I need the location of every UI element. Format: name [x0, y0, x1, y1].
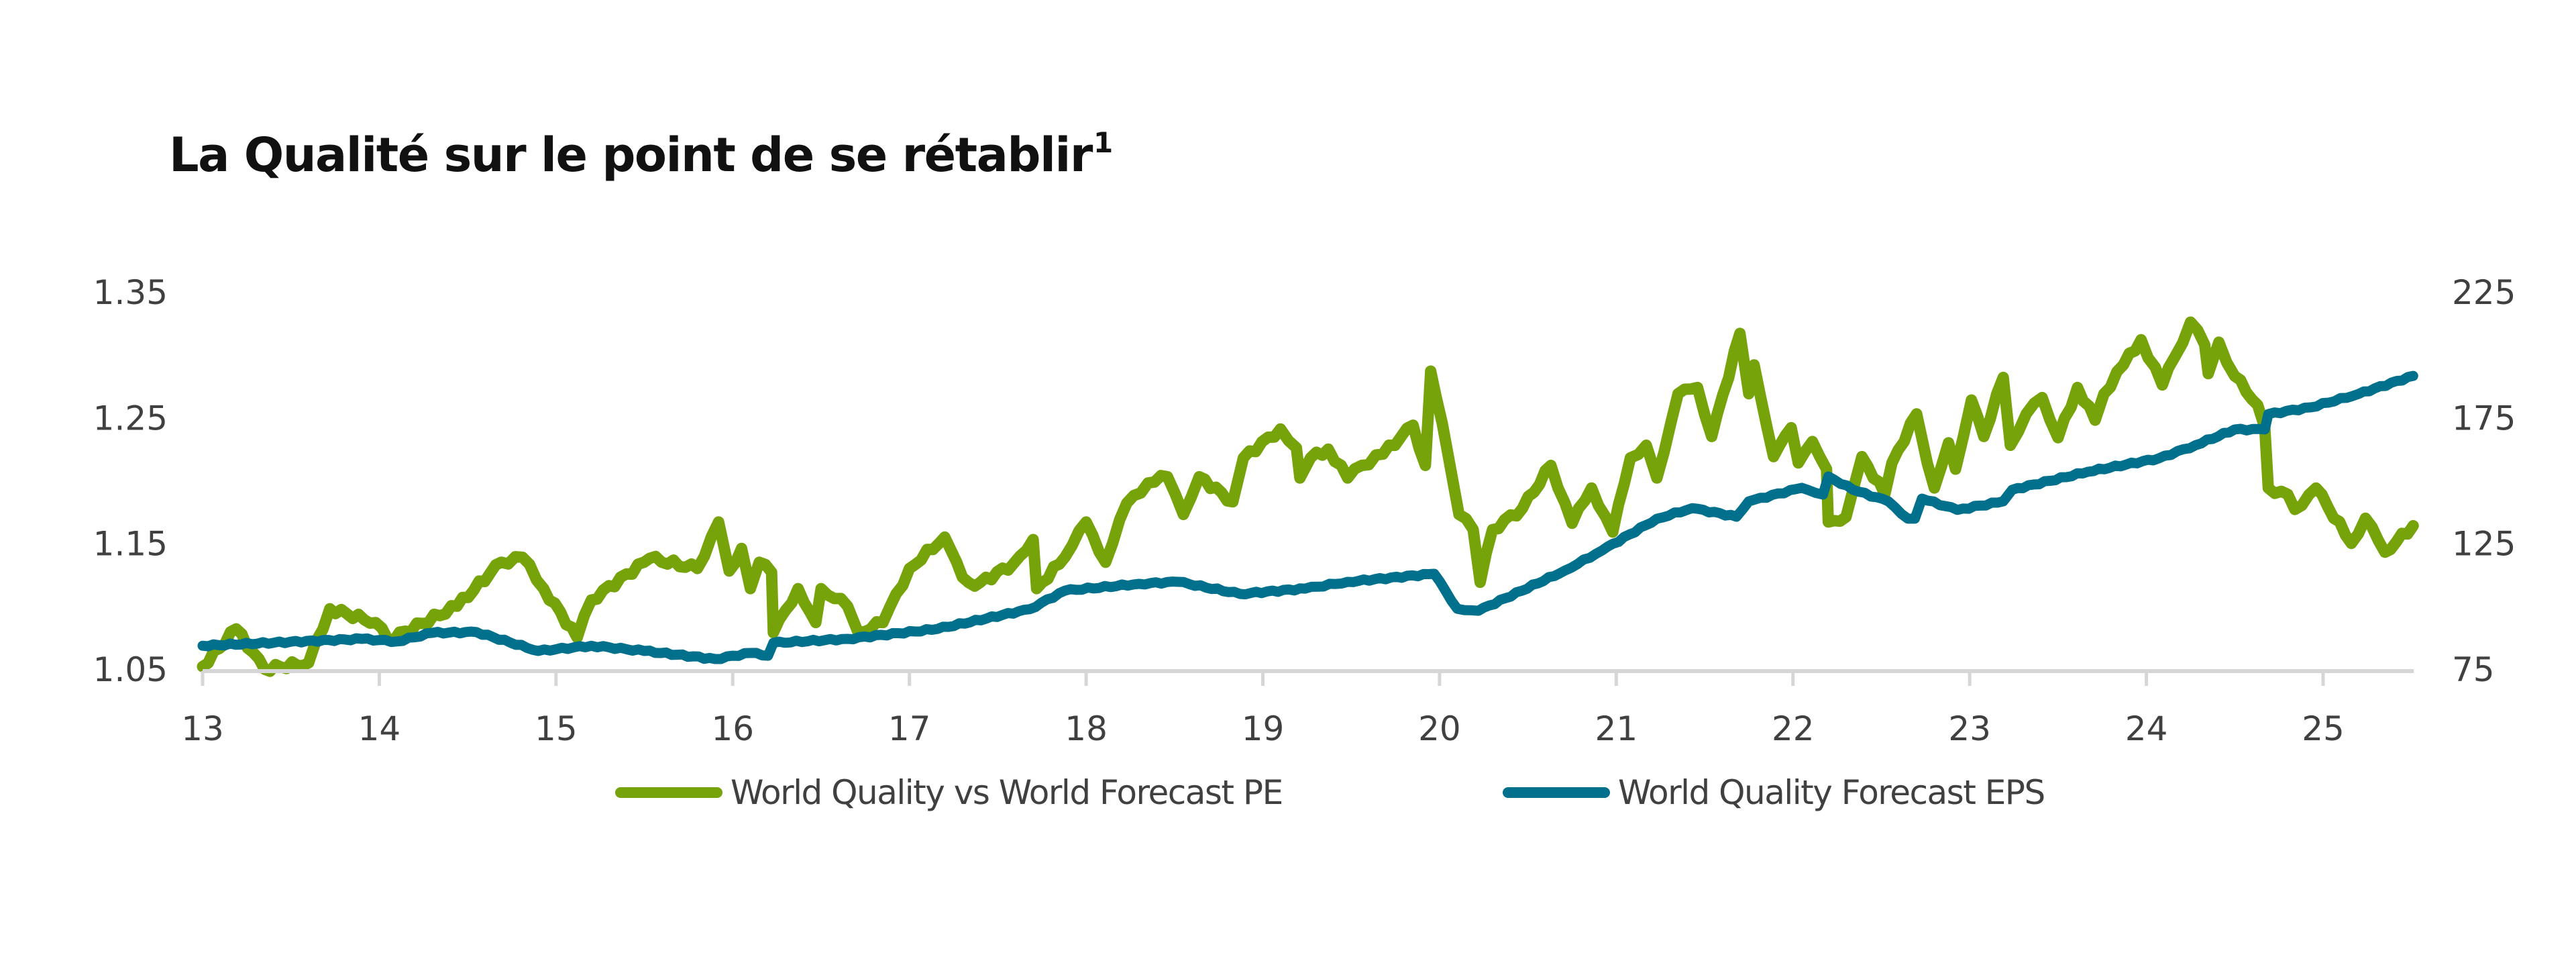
x-tick-label: 25	[2302, 709, 2345, 748]
x-tick-label: 15	[535, 709, 578, 748]
x-tick-label: 17	[888, 709, 931, 748]
legend-swatch-eps	[1503, 787, 1610, 798]
series-line-pe	[197, 316, 2419, 677]
y-left-tick-label: 1.15	[93, 525, 168, 564]
x-tick-label: 24	[2125, 709, 2168, 748]
legend-item-pe: World Quality vs World Forecast PE	[615, 769, 1283, 816]
legend-label-eps: World Quality Forecast EPS	[1618, 773, 2045, 812]
legend-swatch-pe	[615, 787, 722, 798]
x-tick-label: 14	[358, 709, 401, 748]
x-tick-label: 16	[711, 709, 754, 748]
x-tick-label: 13	[181, 709, 224, 748]
x-tick-label: 19	[1242, 709, 1285, 748]
y-right-tick-label: 225	[2452, 273, 2516, 312]
x-tick-label: 20	[1418, 709, 1461, 748]
y-left-tick-label: 1.05	[93, 650, 168, 689]
y-right-tick-label: 75	[2452, 650, 2495, 689]
y-left-tick-label: 1.25	[93, 399, 168, 438]
y-left-axis-ticks: 1.35 1.25 1.15 1.05	[93, 273, 168, 689]
chart-title-text: La Qualité sur le point de se rétablir	[169, 128, 1093, 183]
x-tick-label: 18	[1065, 709, 1108, 748]
title-footnote-marker: 1	[1093, 126, 1113, 159]
legend-label-pe: World Quality vs World Forecast PE	[731, 773, 1283, 812]
x-tick-label: 22	[1772, 709, 1815, 748]
x-tick-label: 21	[1595, 709, 1638, 748]
y-left-tick-label: 1.35	[93, 273, 168, 312]
y-right-axis-ticks: 225 175 125 75	[2452, 273, 2516, 689]
series-line-eps	[197, 370, 2418, 664]
legend-item-eps: World Quality Forecast EPS	[1503, 769, 2045, 816]
series-layer	[197, 316, 2419, 677]
x-axis-ticks: 13 14 15 16 17 18 19 20 21 22 23 24 25	[181, 671, 2345, 748]
chart-title: La Qualité sur le point de se rétablir1	[169, 126, 1113, 183]
y-right-tick-label: 175	[2452, 399, 2516, 438]
y-right-tick-label: 125	[2452, 525, 2516, 564]
x-tick-label: 23	[1948, 709, 1991, 748]
